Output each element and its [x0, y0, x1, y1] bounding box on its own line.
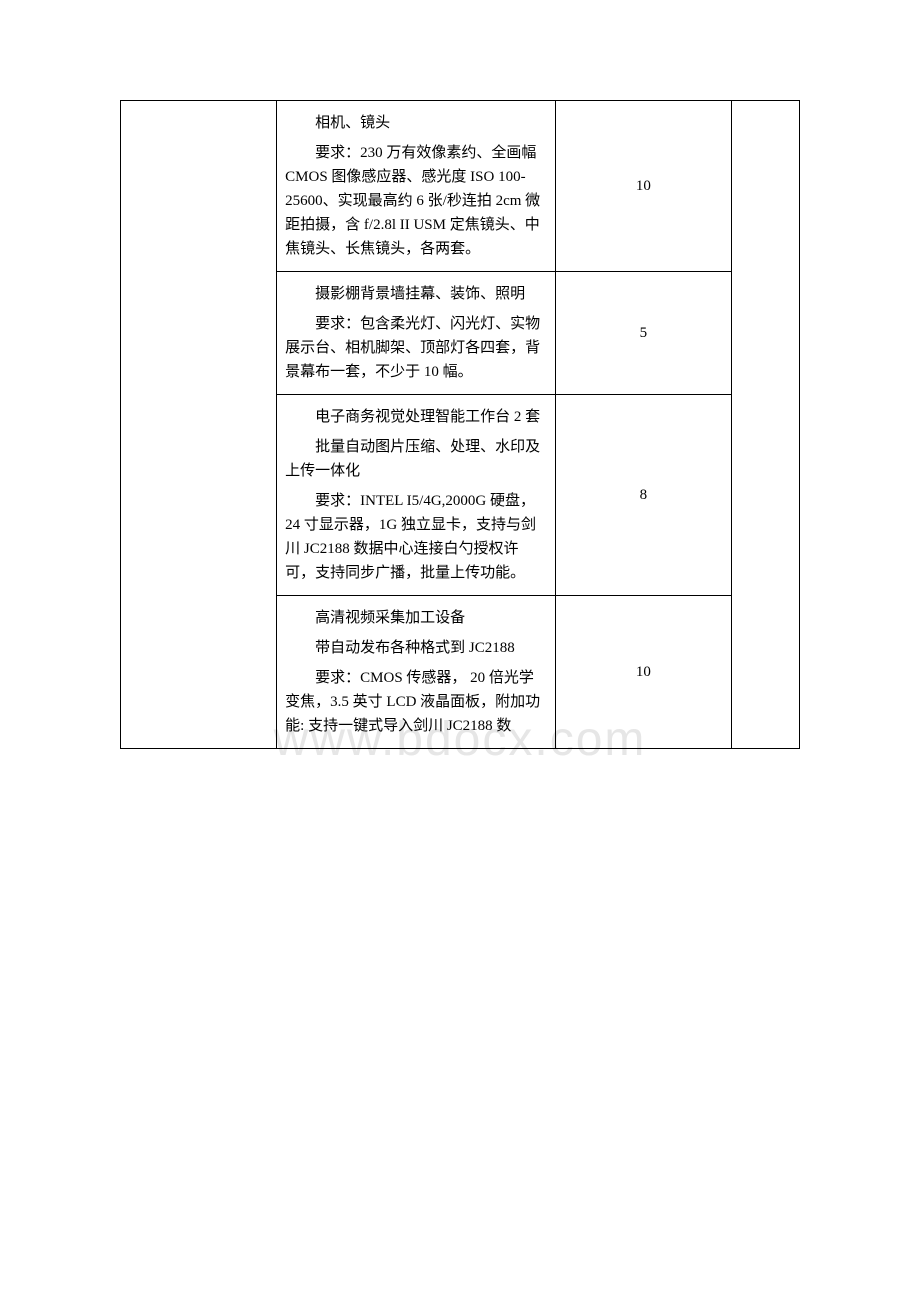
- item-sub: 批量自动图片压缩、处理、水印及上传一体化: [285, 435, 546, 483]
- description-cell: 高清视频采集加工设备 带自动发布各种格式到 JC2188 要求：CMOS 传感器…: [277, 596, 555, 749]
- item-body: 要求：INTEL I5/4G,2000G 硬盘，24 寸显示器，1G 独立显卡，…: [285, 489, 546, 585]
- description-cell: 电子商务视觉处理智能工作台 2 套 批量自动图片压缩、处理、水印及上传一体化 要…: [277, 395, 555, 596]
- category-cell: [121, 101, 277, 749]
- item-body: 要求：包含柔光灯、闪光灯、实物展示台、相机脚架、顶部灯各四套，背景幕布一套，不少…: [285, 312, 546, 384]
- value-cell: 10: [555, 101, 732, 272]
- item-title: 电子商务视觉处理智能工作台 2 套: [285, 405, 546, 429]
- item-body: 要求：230 万有效像素约、全画幅 CMOS 图像感应器、感光度 ISO 100…: [285, 141, 546, 261]
- spec-table: 相机、镜头 要求：230 万有效像素约、全画幅 CMOS 图像感应器、感光度 I…: [120, 100, 800, 749]
- item-title: 相机、镜头: [285, 111, 546, 135]
- value-cell: 5: [555, 272, 732, 395]
- description-cell: 摄影棚背景墙挂幕、装饰、照明 要求：包含柔光灯、闪光灯、实物展示台、相机脚架、顶…: [277, 272, 555, 395]
- item-title: 高清视频采集加工设备: [285, 606, 546, 630]
- description-cell: 相机、镜头 要求：230 万有效像素约、全画幅 CMOS 图像感应器、感光度 I…: [277, 101, 555, 272]
- empty-cell: [732, 101, 800, 749]
- item-body: 要求：CMOS 传感器， 20 倍光学变焦，3.5 英寸 LCD 液晶面板，附加…: [285, 666, 546, 738]
- value-cell: 10: [555, 596, 732, 749]
- value-cell: 8: [555, 395, 732, 596]
- item-title: 摄影棚背景墙挂幕、装饰、照明: [285, 282, 546, 306]
- item-sub: 带自动发布各种格式到 JC2188: [285, 636, 546, 660]
- table-row: 相机、镜头 要求：230 万有效像素约、全画幅 CMOS 图像感应器、感光度 I…: [121, 101, 800, 272]
